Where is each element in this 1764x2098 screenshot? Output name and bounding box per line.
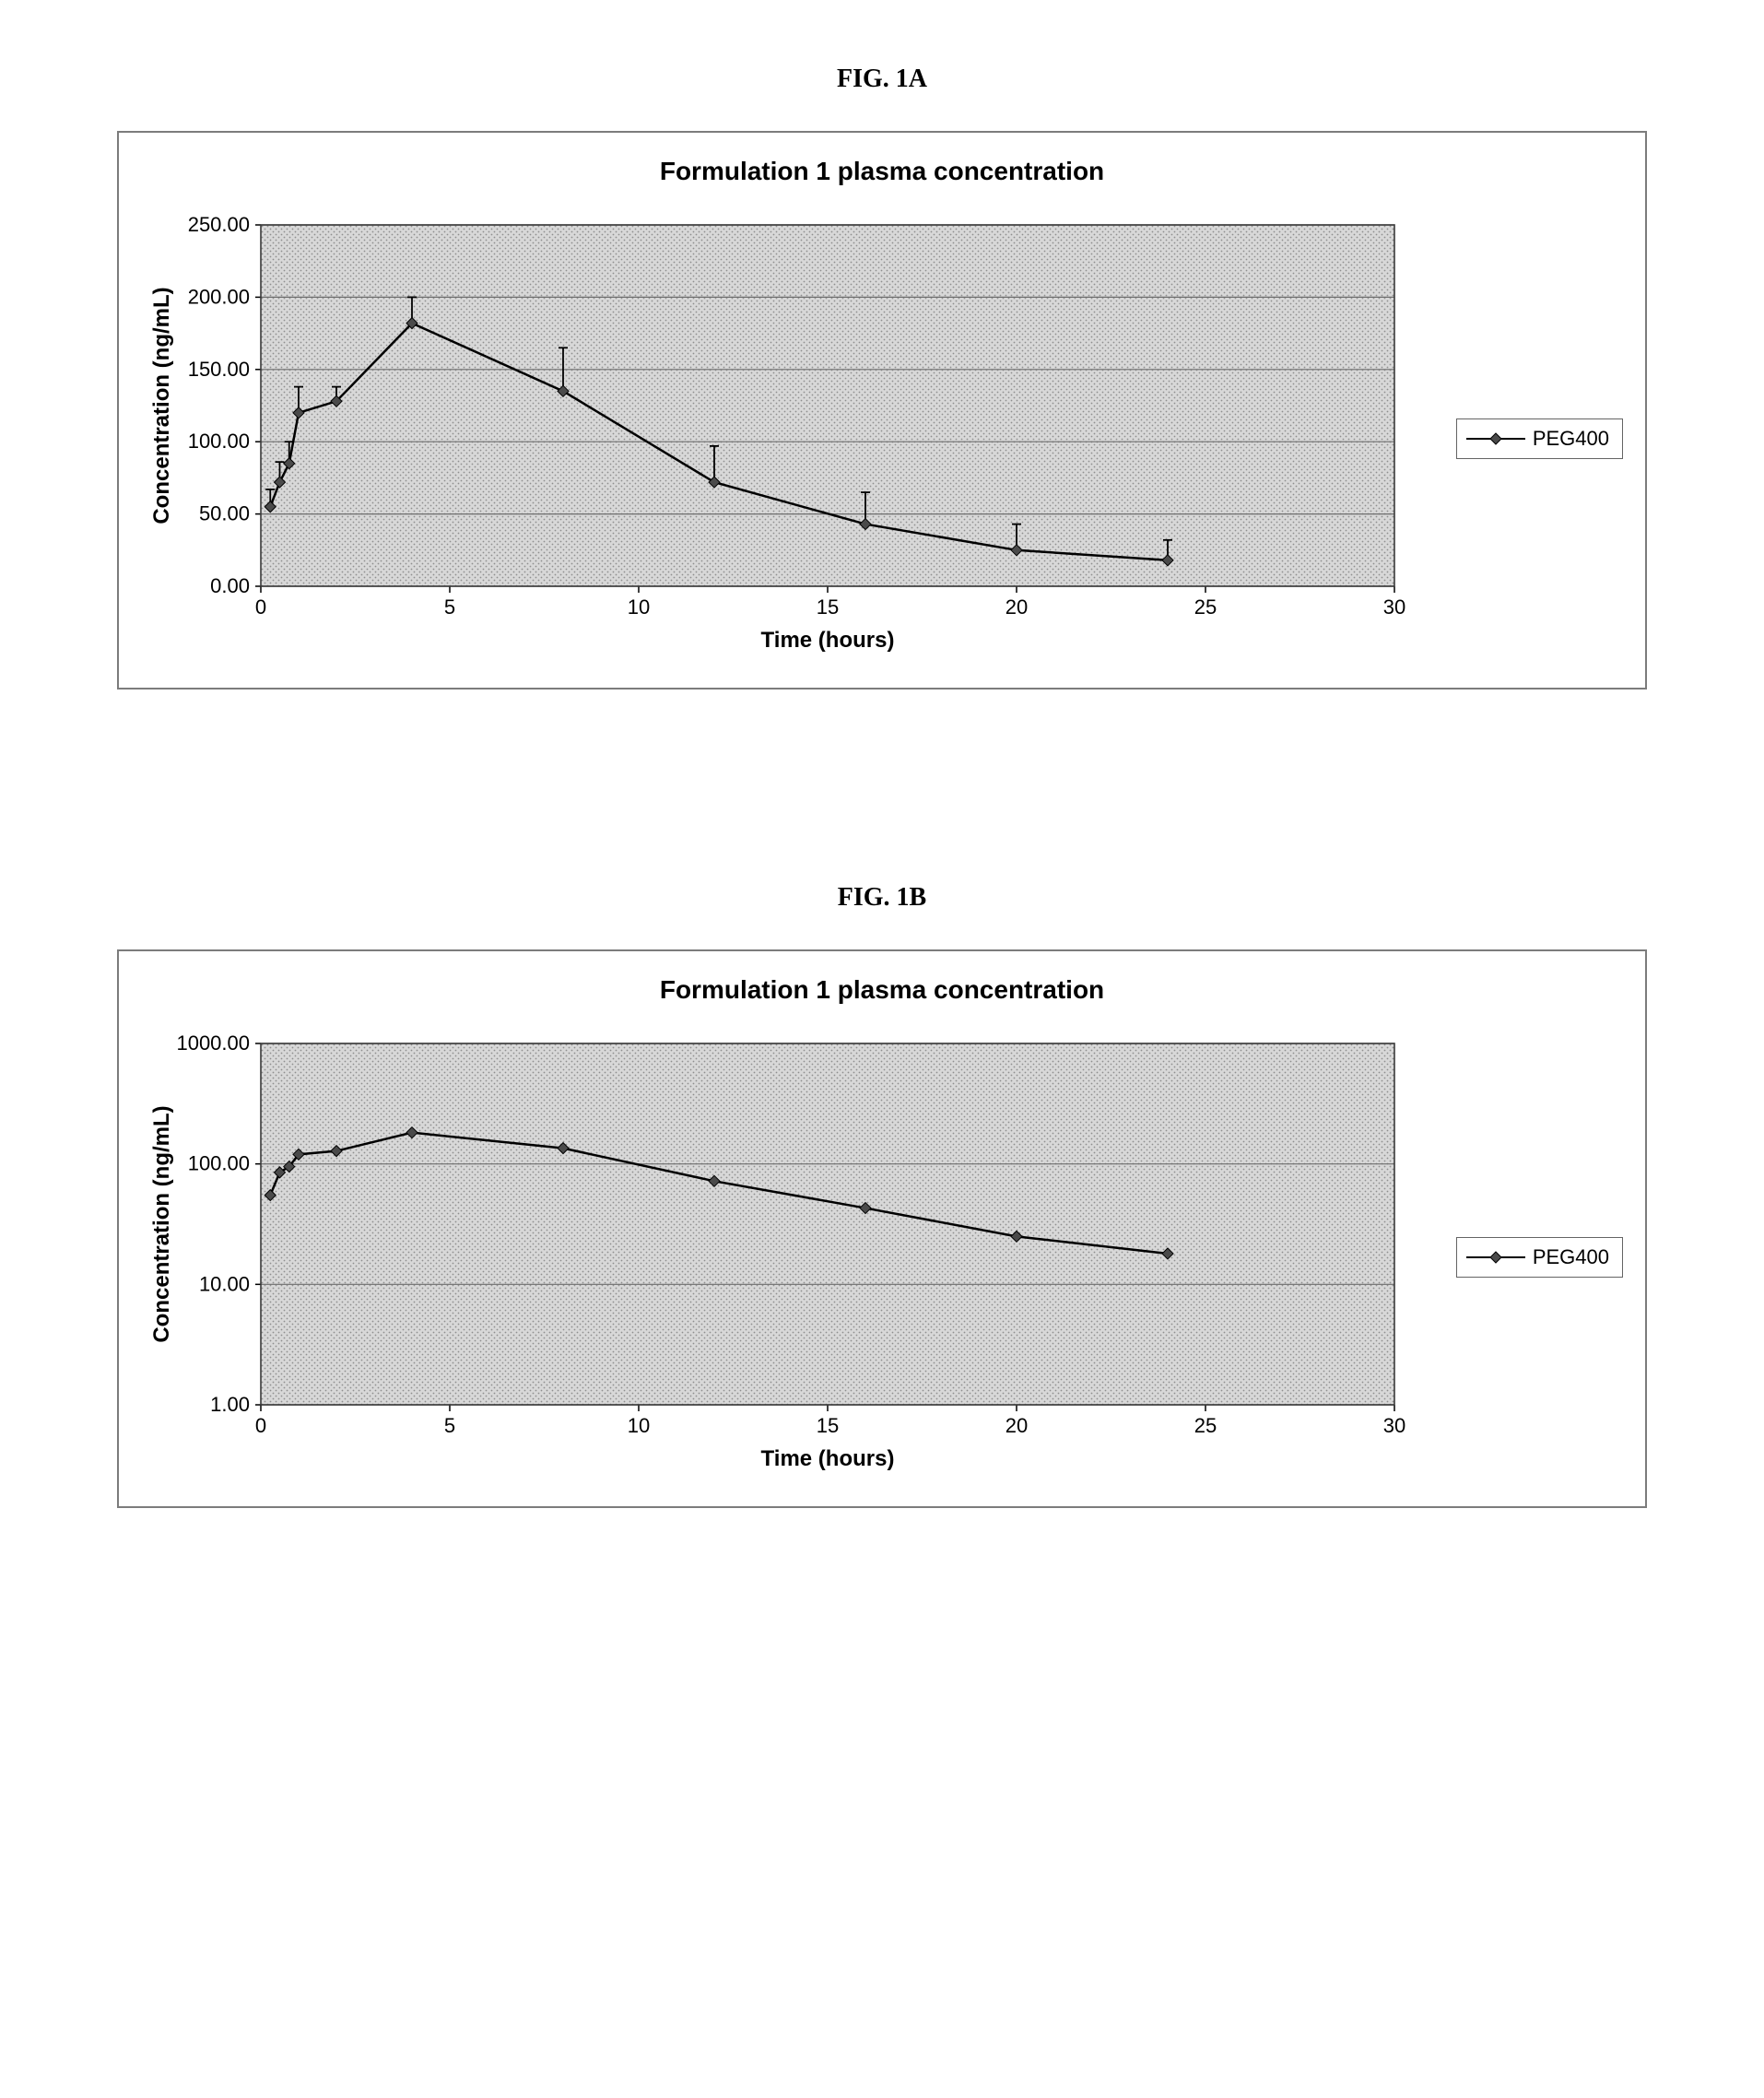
figure-label-a: FIG. 1A xyxy=(55,65,1709,94)
chart-a-legend-label: PEG400 xyxy=(1533,427,1609,451)
chart-a-container: Formulation 1 plasma concentration 0.00 5… xyxy=(117,131,1647,690)
svg-text:0: 0 xyxy=(255,1414,266,1437)
svg-text:50.00: 50.00 xyxy=(199,502,250,525)
chart-b-container: Formulation 1 plasma concentration 1.001… xyxy=(117,949,1647,1508)
legend-sample-icon xyxy=(1466,432,1525,445)
chart-a-title: Formulation 1 plasma concentration xyxy=(141,157,1623,186)
svg-text:100.00: 100.00 xyxy=(188,430,250,453)
svg-text:Time (hours): Time (hours) xyxy=(761,628,895,653)
chart-a-plot: 0.00 50.00 100.00 150.00 200.00 250.00 0 5 10 15 2… xyxy=(141,208,1430,669)
svg-text:30: 30 xyxy=(1383,595,1405,619)
svg-text:30: 30 xyxy=(1383,1414,1405,1437)
svg-text:0: 0 xyxy=(255,595,266,619)
svg-text:10.00: 10.00 xyxy=(199,1272,250,1295)
svg-text:0.00: 0.00 xyxy=(210,574,250,597)
chart-b-legend: PEG400 xyxy=(1456,1237,1623,1278)
svg-text:1000.00: 1000.00 xyxy=(176,1031,250,1055)
svg-text:15: 15 xyxy=(817,595,839,619)
svg-text:20: 20 xyxy=(1005,1414,1028,1437)
svg-text:Concentration (ng/mL): Concentration (ng/mL) xyxy=(149,287,174,524)
svg-text:250.00: 250.00 xyxy=(188,213,250,236)
svg-text:10: 10 xyxy=(628,595,650,619)
svg-text:Time (hours): Time (hours) xyxy=(761,1446,895,1471)
figure-label-b: FIG. 1B xyxy=(55,883,1709,913)
legend-sample-icon xyxy=(1466,1251,1525,1264)
svg-text:100.00: 100.00 xyxy=(188,1152,250,1175)
chart-a-legend: PEG400 xyxy=(1456,418,1623,459)
chart-b-title: Formulation 1 plasma concentration xyxy=(141,975,1623,1005)
svg-text:25: 25 xyxy=(1194,595,1217,619)
chart-b-plot: 1.00 10.00 100.00 1000.00 0 5 10 15 20 25 30 Time (… xyxy=(141,1027,1430,1488)
svg-text:20: 20 xyxy=(1005,595,1028,619)
svg-text:200.00: 200.00 xyxy=(188,285,250,308)
svg-text:10: 10 xyxy=(628,1414,650,1437)
chart-b-legend-label: PEG400 xyxy=(1533,1245,1609,1269)
svg-text:25: 25 xyxy=(1194,1414,1217,1437)
svg-text:150.00: 150.00 xyxy=(188,358,250,381)
svg-text:Concentration (ng/mL): Concentration (ng/mL) xyxy=(149,1105,174,1342)
svg-text:15: 15 xyxy=(817,1414,839,1437)
svg-text:5: 5 xyxy=(444,595,455,619)
svg-text:5: 5 xyxy=(444,1414,455,1437)
svg-text:1.00: 1.00 xyxy=(210,1393,250,1416)
